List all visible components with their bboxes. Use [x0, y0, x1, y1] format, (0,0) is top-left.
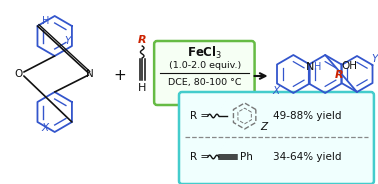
- Text: X: X: [273, 86, 280, 95]
- Text: 49-88% yield: 49-88% yield: [273, 111, 342, 121]
- Text: Z: Z: [260, 122, 268, 132]
- Text: R: R: [335, 70, 344, 81]
- Text: Y: Y: [371, 54, 378, 64]
- Text: R =: R =: [190, 111, 209, 121]
- FancyBboxPatch shape: [179, 92, 374, 184]
- Text: FeCl$_3$: FeCl$_3$: [187, 45, 223, 61]
- Text: DCE, 80-100 °C: DCE, 80-100 °C: [168, 79, 242, 88]
- Text: H: H: [138, 83, 146, 93]
- Text: (1.0-2.0 equiv.): (1.0-2.0 equiv.): [169, 61, 241, 70]
- Text: OH: OH: [341, 61, 358, 71]
- Text: H: H: [42, 16, 49, 26]
- FancyBboxPatch shape: [154, 41, 254, 105]
- Text: N: N: [306, 61, 314, 72]
- Text: Ph: Ph: [240, 152, 253, 162]
- Text: O: O: [15, 69, 23, 79]
- Text: +: +: [113, 68, 126, 84]
- Text: R: R: [138, 35, 147, 45]
- Text: H: H: [314, 61, 321, 72]
- Text: R =: R =: [190, 152, 209, 162]
- Text: Y: Y: [65, 36, 71, 46]
- Text: X: X: [42, 123, 49, 133]
- Text: N: N: [86, 69, 93, 79]
- Text: 34-64% yield: 34-64% yield: [273, 152, 342, 162]
